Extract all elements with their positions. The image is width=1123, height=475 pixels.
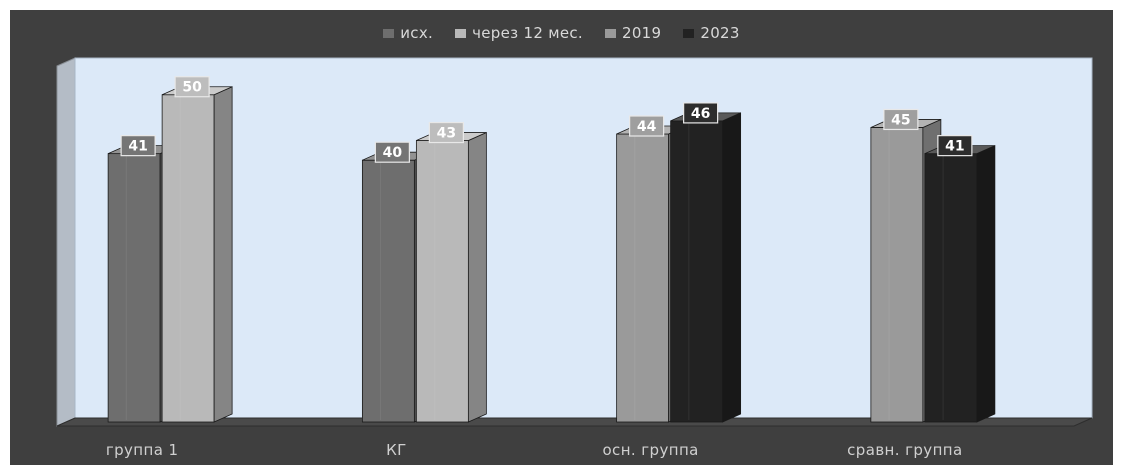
legend-swatch-1 <box>455 28 467 38</box>
x-tick-label-3: сравн. группа <box>847 441 962 459</box>
data-label-box-2-3 <box>883 108 919 131</box>
data-label-box-3-2 <box>683 102 719 124</box>
legend-item-0: исх. <box>383 24 433 42</box>
bar-3-3-side <box>976 145 996 423</box>
bar-1-0-side <box>213 86 233 423</box>
legend-swatch-0 <box>383 28 395 38</box>
data-label-0-1: 40 <box>383 145 403 161</box>
data-label-0-0: 41 <box>128 139 147 155</box>
bar-3-2-front <box>670 120 724 423</box>
chart-frame: исх. через 12 мес. 2019 2023 41 50 группа 1 40… <box>10 10 1113 465</box>
x-tick-label-1: КГ <box>386 441 407 459</box>
data-label-box-2-2 <box>629 115 665 137</box>
bar-3-3-front <box>924 153 978 423</box>
data-label-2-3: 45 <box>891 112 910 128</box>
chart-plot: 41 50 группа 1 40 43 КГ 44 46 осн. группа 45 41 сра… <box>56 57 1093 459</box>
data-label-box-0-1 <box>374 141 410 163</box>
data-label-3-3: 41 <box>945 139 964 155</box>
data-label-box-1-0 <box>174 76 210 98</box>
bar-1-1-side <box>467 131 487 423</box>
legend-item-1: через 12 мес. <box>455 24 583 42</box>
bar-2-2-front <box>616 133 670 423</box>
data-label-3-2: 46 <box>691 106 710 122</box>
data-label-box-0-0 <box>120 135 156 157</box>
x-tick-label-0: группа 1 <box>106 441 179 459</box>
legend-item-3: 2023 <box>683 24 739 42</box>
legend-label-1: через 12 мес. <box>472 24 583 42</box>
data-label-1-0: 50 <box>182 80 202 96</box>
data-label-2-2: 44 <box>637 119 657 135</box>
data-label-1-1: 43 <box>437 126 456 142</box>
legend-swatch-2 <box>605 28 616 38</box>
x-tick-label-2: осн. группа <box>602 441 698 459</box>
legend-swatch-3 <box>683 28 695 38</box>
bar-0-1-front <box>361 159 415 423</box>
legend-item-2: 2019 <box>605 24 661 42</box>
bar-1-1-front <box>415 140 469 423</box>
bar-1-0-front <box>161 94 215 423</box>
bar-0-0-front <box>107 153 161 423</box>
bar-3-2-side <box>722 112 742 423</box>
bar-2-3-front <box>870 127 924 423</box>
legend-label-2: 2019 <box>622 24 662 42</box>
floor <box>56 417 1093 427</box>
data-label-box-1-1 <box>428 121 464 144</box>
legend-label-0: исх. <box>400 24 434 42</box>
legend-label-3: 2023 <box>700 24 740 42</box>
chart-legend: исх. через 12 мес. 2019 2023 <box>10 24 1113 42</box>
data-label-box-3-3 <box>937 135 973 157</box>
side-wall <box>56 57 76 427</box>
